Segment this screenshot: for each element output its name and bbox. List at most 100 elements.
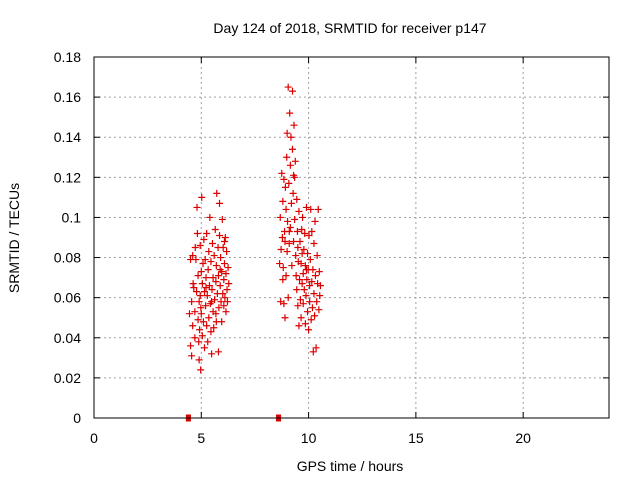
data-point	[191, 308, 199, 316]
data-point	[314, 205, 322, 213]
x-axis-label: GPS time / hours	[297, 458, 404, 474]
data-point	[225, 280, 233, 288]
data-point	[208, 350, 216, 358]
data-point	[196, 242, 204, 250]
data-point	[205, 248, 213, 256]
data-point	[302, 203, 310, 211]
data-point	[286, 161, 294, 169]
data-point	[283, 248, 291, 256]
data-point	[313, 252, 321, 260]
data-point	[286, 223, 294, 231]
data-point	[195, 298, 203, 306]
data-point	[299, 213, 307, 221]
chart-title: Day 124 of 2018, SRMTID for receiver p14…	[213, 20, 486, 36]
data-point	[220, 302, 228, 310]
data-point	[304, 308, 312, 316]
data-point	[299, 270, 307, 278]
data-point	[291, 215, 299, 223]
data-point	[196, 292, 204, 300]
data-points	[185, 83, 324, 374]
data-point	[191, 244, 199, 252]
y-tick-label: 0.16	[54, 89, 81, 105]
data-point	[297, 260, 305, 268]
data-point	[310, 240, 318, 248]
data-point	[210, 252, 218, 260]
data-point	[194, 272, 202, 280]
data-point	[298, 280, 306, 288]
data-point	[293, 195, 301, 203]
data-point	[292, 272, 300, 280]
data-point	[223, 298, 231, 306]
data-point	[281, 183, 289, 191]
data-point	[212, 262, 220, 270]
data-point	[187, 342, 195, 350]
data-point	[311, 217, 319, 225]
data-point	[197, 304, 205, 312]
data-point	[217, 298, 225, 306]
data-point	[189, 322, 197, 330]
data-point	[307, 316, 315, 324]
y-tick-label: 0.02	[54, 370, 81, 386]
data-point	[315, 268, 323, 276]
y-tick-label: 0.04	[54, 330, 81, 346]
data-point	[286, 109, 294, 117]
data-point	[197, 366, 205, 374]
data-point	[215, 304, 223, 312]
data-point	[308, 227, 316, 235]
data-point	[198, 332, 206, 340]
data-point	[202, 284, 210, 292]
data-point	[301, 262, 309, 270]
x-tick-label: 20	[515, 430, 531, 446]
data-point	[212, 278, 220, 286]
data-point	[305, 231, 313, 239]
data-point	[308, 278, 316, 286]
data-point	[287, 199, 295, 207]
data-point	[189, 280, 197, 288]
data-point	[216, 199, 224, 207]
y-tick-label: 0.1	[62, 209, 82, 225]
data-point	[312, 344, 320, 352]
data-point	[279, 264, 287, 272]
data-point	[313, 298, 321, 306]
data-point	[290, 121, 298, 129]
data-point	[311, 312, 319, 320]
data-point	[199, 260, 207, 268]
data-point	[202, 274, 210, 282]
data-point	[197, 310, 205, 318]
data-point	[193, 288, 201, 296]
data-point	[292, 252, 300, 260]
data-point	[220, 276, 228, 284]
data-point	[195, 338, 203, 346]
data-point	[276, 213, 284, 221]
data-point	[281, 314, 289, 322]
data-point	[300, 286, 308, 294]
y-axis-label: SRMTID / TECUs	[6, 183, 22, 293]
data-point	[290, 238, 298, 246]
data-point	[221, 234, 229, 241]
data-point	[214, 348, 222, 356]
data-point	[195, 356, 203, 364]
data-point	[222, 308, 230, 316]
y-tick-label: 0.18	[54, 49, 81, 65]
data-point	[201, 288, 209, 296]
data-point	[289, 189, 297, 197]
x-tick-label: 0	[90, 430, 98, 446]
x-tick-label: 15	[408, 430, 424, 446]
data-point	[199, 318, 207, 326]
data-point	[204, 338, 212, 346]
data-point	[193, 203, 201, 211]
data-point	[218, 318, 226, 326]
data-point	[209, 274, 217, 282]
data-point	[283, 153, 291, 161]
data-point	[201, 256, 209, 264]
data-point	[299, 300, 307, 308]
x-tick-label: 10	[301, 430, 317, 446]
data-point	[284, 294, 292, 302]
data-point	[201, 344, 209, 352]
data-point	[296, 276, 304, 284]
data-point	[298, 250, 306, 258]
data-point	[203, 322, 211, 330]
y-tick-label: 0.06	[54, 290, 81, 306]
data-point	[197, 268, 205, 276]
